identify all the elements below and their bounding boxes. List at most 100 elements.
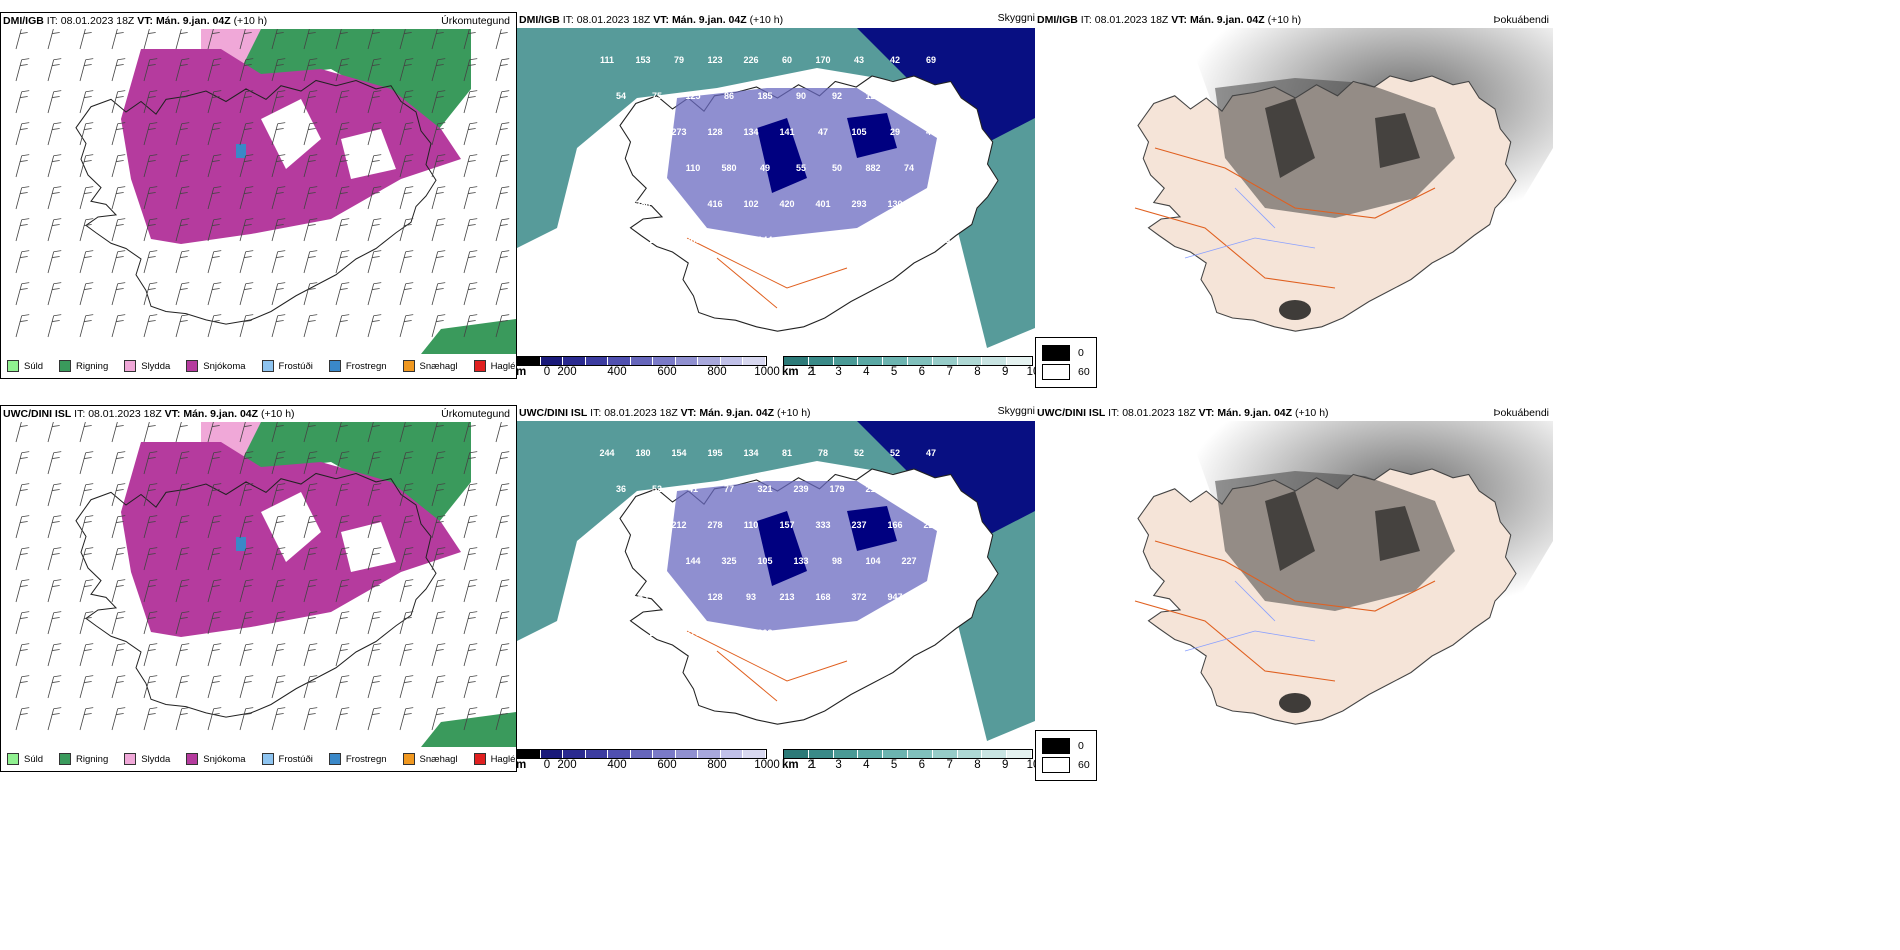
legend-swatch <box>261 753 274 765</box>
colorbar-step <box>653 357 676 365</box>
fog-legend-label: 0 <box>1078 740 1084 752</box>
cloud-base-label: 36 <box>616 484 626 494</box>
cloud-base-label: 430 <box>901 235 916 245</box>
cloud-base-label: 274 <box>793 235 808 245</box>
cloud-base-label: 375 <box>685 628 700 638</box>
colorbar-tick-label: 3 <box>835 366 842 378</box>
cloud-base-label: 52 <box>854 448 864 458</box>
cloud-base-label: 153 <box>635 55 650 65</box>
cloud-base-label: 55 <box>796 163 806 173</box>
ptype-map <box>1 29 516 354</box>
model-name: UWC/DINI ISL <box>1037 407 1106 419</box>
colorbar-tick-label: 200 <box>557 366 577 378</box>
colorbar-step <box>518 357 541 365</box>
colorbar-step <box>720 357 744 365</box>
cloud-base-label: 197 <box>649 556 664 566</box>
vt-value: Mán. 9.jan. 04Z <box>699 407 775 419</box>
legend-item-frostregn: Frostregn <box>328 360 387 372</box>
colorbar-step <box>540 750 564 758</box>
cloud-base-label: 140 <box>613 163 628 173</box>
legend-swatch <box>328 360 341 372</box>
legend-item-snjokoma: Snjókoma <box>186 753 246 765</box>
cloud-base-label: 278 <box>707 520 722 530</box>
cloud-base-label: 768 <box>635 520 650 530</box>
legend-label: Snæhagl <box>419 360 458 372</box>
cloud-base-label: 227 <box>901 556 916 566</box>
colorbar-step <box>743 750 767 758</box>
colorbar-ticks: 0 200 400 600 800 1000 <box>517 366 780 380</box>
colorbar-step <box>784 357 809 365</box>
colorbar-step <box>608 750 631 758</box>
colorbar-tick-label: 1 <box>809 759 817 771</box>
colorbar-step <box>883 750 908 758</box>
legend-swatch <box>328 753 341 765</box>
offset: (+10 h) <box>1294 407 1329 419</box>
legend-label: Frostúði <box>278 753 313 765</box>
fog-legend-label: 60 <box>1078 759 1090 771</box>
legend-item-rigning: Rigning <box>59 753 108 765</box>
vt-label: VT: <box>1198 407 1215 419</box>
fog-map-svg <box>1035 421 1553 771</box>
vt-label: VT: <box>164 408 181 420</box>
cloud-base-label: 280 <box>635 199 650 209</box>
legend-label: Frostregn <box>345 360 387 372</box>
colorbar-step <box>585 750 609 758</box>
cloud-base-label: 105 <box>851 127 866 137</box>
legend-swatch <box>59 753 72 765</box>
model-name: UWC/DINI ISL <box>3 408 72 420</box>
model-name: UWC/DINI ISL <box>519 407 588 419</box>
offset: (+10 h) <box>749 14 784 26</box>
legend-item-slydda: Slydda <box>124 360 170 372</box>
ptype-legend: Súld Rigning Slydda Snjókoma Frostúði Frostre… <box>7 360 518 372</box>
colorbar-tick-label: 5 <box>890 759 898 771</box>
fog-panel-2: UWC/DINI ISL IT: 08.01.2023 18Z VT: Mán.… <box>1035 405 1555 781</box>
cloud-map: 111 153 79 123 226 60 170 43 42 69 54 75 125 86 185 90 9… <box>517 28 1035 353</box>
colorbar-tick-label: 800 <box>707 366 727 378</box>
cloud-base-label: 144 <box>685 556 700 566</box>
cloud-base-label: 128 <box>707 127 722 137</box>
it-value: 08.01.2023 18Z <box>1094 14 1169 26</box>
variable-name: Úrkomutegund <box>441 15 510 27</box>
colorbar-step <box>653 750 676 758</box>
colorbar-tick-label: 800 <box>707 759 727 771</box>
legend-item-frostregn: Frostregn <box>328 753 387 765</box>
cloud-base-label: 80 <box>868 235 878 245</box>
colorbar-tick-label: 7 <box>946 759 953 771</box>
cloud-base-label: 220 <box>923 520 938 530</box>
legend-swatch <box>186 753 199 765</box>
colorbar-tick-label: 6 <box>918 759 926 771</box>
cloud-base-label: 321 <box>757 484 772 494</box>
panel-header: UWC/DINI ISL IT: 08.01.2023 18Z VT: Mán.… <box>3 408 295 420</box>
cloud-base-label: 96 <box>940 163 950 173</box>
cloud-base-label: 110 <box>686 163 701 173</box>
fog-swatch-light <box>1042 757 1070 773</box>
colorbar-step <box>907 357 933 365</box>
cloud-base-label: 289 <box>901 484 916 494</box>
colorbar-step <box>932 357 958 365</box>
cloud-base-label: 52 <box>890 448 900 458</box>
cloud-base-label: 69 <box>926 55 936 65</box>
fog-map <box>1035 28 1553 378</box>
vt-label: VT: <box>1171 14 1188 26</box>
colorbar-bar <box>783 356 1033 366</box>
cloud-base-label: 420 <box>779 199 794 209</box>
colorbar-tick-label: 600 <box>657 759 677 771</box>
model-name: DMI/IGB <box>519 14 560 26</box>
legend-label: Rigning <box>76 360 109 372</box>
cloud-base-label: 148 <box>901 91 916 101</box>
cloud-base-label: 416 <box>707 199 722 209</box>
fog-legend: 0 60 <box>1035 337 1097 388</box>
cloud-base-label: 372 <box>851 592 866 602</box>
ptype-map-svg <box>1 29 516 354</box>
colorbar-step <box>833 750 859 758</box>
cloud-base-label: 239 <box>793 484 808 494</box>
colorbar-tick-label: 0 <box>543 366 551 378</box>
cloud-base-label: 226 <box>649 628 664 638</box>
panel-header: DMI/IGB IT: 08.01.2023 18Z VT: Mán. 9.ja… <box>519 14 783 26</box>
fog-swatch-dark <box>1042 738 1070 754</box>
cloud-base-label: 947 <box>887 592 902 602</box>
cloud-base-label: 42 <box>890 55 900 65</box>
cloud-base-label: 175 <box>599 127 614 137</box>
it-value: 08.01.2023 18Z <box>604 407 678 419</box>
model-name: DMI/IGB <box>1037 14 1078 26</box>
